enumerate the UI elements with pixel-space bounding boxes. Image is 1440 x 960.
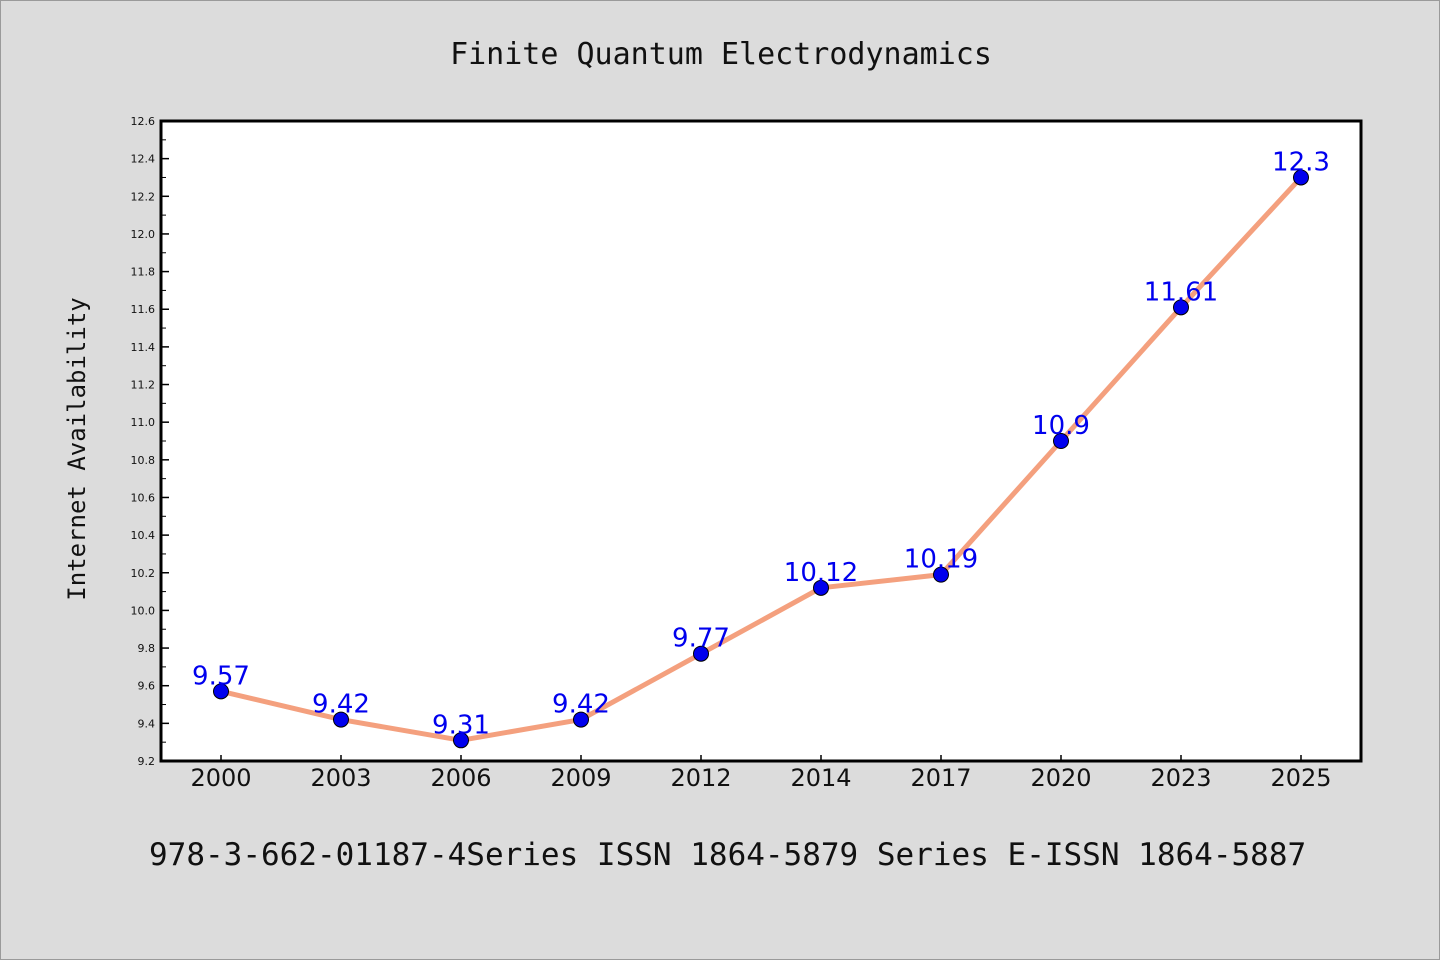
data-label: 10.19	[904, 545, 978, 575]
data-label: 10.12	[784, 558, 858, 588]
y-tick-label: 9.6	[138, 680, 156, 693]
plot-area	[159, 119, 1363, 763]
y-tick-label: 11.4	[131, 341, 156, 354]
x-tick-label: 2017	[910, 764, 971, 792]
data-label: 9.31	[432, 710, 490, 740]
data-label: 9.42	[552, 690, 610, 720]
x-tick-label: 2012	[670, 764, 731, 792]
data-point	[1053, 433, 1069, 449]
y-tick-label: 12.6	[131, 115, 156, 128]
footer-identifier-text: 978-3-662-01187-4Series ISSN 1864-5879 S…	[149, 837, 1306, 873]
data-label: 11.61	[1144, 277, 1218, 307]
y-axis: 9.2 9.4 9.6 9.8 10.0 10.2 10.4 10.6 10.8 11.0 11.2…	[131, 115, 169, 768]
data-label: 12.3	[1272, 147, 1330, 177]
data-point	[453, 732, 469, 749]
x-tick-label: 2003	[310, 764, 371, 792]
y-tick-label: 9.4	[138, 717, 156, 730]
x-axis: 2000 2003 2006 2009 2012 2014 2017 2020 2023 2025	[190, 755, 1332, 792]
y-axis-label: Internet Availability	[63, 297, 91, 600]
x-tick-label: 2014	[790, 764, 851, 792]
y-tick-label: 12.4	[131, 153, 156, 166]
y-tick-label: 10.6	[131, 491, 156, 504]
x-tick-label: 2020	[1030, 764, 1091, 792]
x-tick-label: 2009	[550, 764, 611, 792]
data-label: 10.9	[1032, 411, 1090, 441]
series-layer: 9.57 9.42 9.31 9.42 9.77 10.12 10.19 10.9 11.61 1…	[192, 147, 1330, 749]
data-point	[813, 579, 829, 596]
x-tick-label: 2023	[1150, 764, 1211, 792]
data-point	[933, 566, 949, 583]
y-tick-label: 9.8	[138, 642, 156, 655]
y-tick-label: 12.2	[131, 190, 156, 203]
y-tick-label: 11.0	[131, 416, 156, 429]
data-point	[573, 711, 589, 728]
data-label: 9.57	[192, 661, 250, 691]
data-point	[1173, 299, 1189, 316]
data-point	[1293, 169, 1309, 186]
y-tick-label: 10.0	[131, 604, 156, 617]
y-tick-label: 11.8	[131, 266, 156, 279]
y-tick-label: 9.2	[138, 755, 156, 768]
data-label: 9.42	[312, 690, 370, 720]
y-tick-label: 12.0	[131, 228, 156, 241]
x-tick-label: 2000	[190, 764, 251, 792]
chart-title: Finite Quantum Electrodynamics	[450, 37, 992, 72]
y-tick-label: 10.2	[131, 567, 156, 580]
y-tick-label: 10.8	[131, 454, 156, 467]
series-line	[218, 174, 1304, 743]
y-tick-label: 11.2	[131, 379, 156, 392]
x-tick-label: 2006	[430, 764, 491, 792]
y-tick-label: 11.6	[131, 303, 156, 316]
x-tick-label: 2025	[1270, 764, 1331, 792]
data-label: 9.77	[672, 624, 730, 654]
data-point	[213, 683, 229, 700]
data-point	[333, 711, 349, 728]
y-tick-label: 10.4	[131, 529, 156, 542]
data-point	[693, 645, 709, 662]
